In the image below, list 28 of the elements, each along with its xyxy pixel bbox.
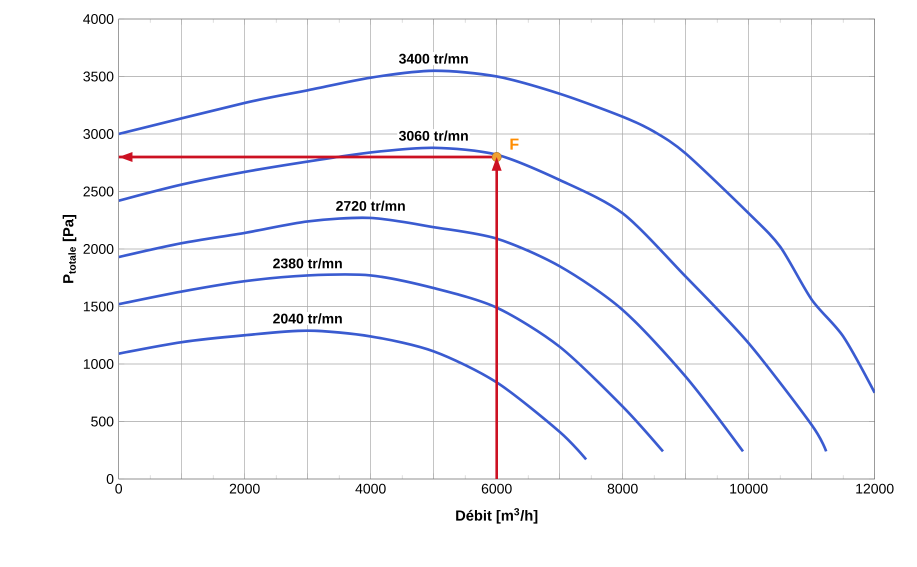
series-label: 2380 tr/mn xyxy=(273,258,342,268)
x-tick-label: 10000 xyxy=(730,484,768,494)
x-tick-label: 0 xyxy=(115,484,122,494)
line-series xyxy=(118,329,588,461)
x-tick-label: 6000 xyxy=(482,484,512,494)
y-tick-label: 3000 xyxy=(83,129,114,139)
annotation: F xyxy=(510,138,519,150)
x-tick-label: 12000 xyxy=(856,484,894,494)
y-tick-label: 2500 xyxy=(84,186,114,196)
x-tick-label: 8000 xyxy=(608,484,638,494)
y-tick-label: 1000 xyxy=(84,359,114,369)
y-tick-label: 4000 xyxy=(83,14,114,24)
line-series xyxy=(118,69,875,394)
y-axis-title: P$_{totale}$ [Pa] xyxy=(62,215,76,283)
line-series xyxy=(118,216,744,453)
y-tick-label: 2000 xyxy=(84,244,114,254)
y-tick-label: 1500 xyxy=(84,302,114,312)
y-tick-label: 500 xyxy=(91,416,114,426)
x-tick-label: 4000 xyxy=(355,484,386,494)
series-label: 2720 tr/mn xyxy=(336,200,405,211)
x-tick-label: 2000 xyxy=(230,484,260,494)
series-label: 3060 tr/mn xyxy=(398,130,468,141)
series-label: 2040 tr/mn xyxy=(273,313,342,324)
y-tick-label: 3500 xyxy=(83,72,114,82)
y-tick-label: 0 xyxy=(106,474,114,484)
x-axis-title: Débit [m$^{3}$/h] xyxy=(456,508,538,524)
series-label: 3400 tr/mn xyxy=(398,53,468,64)
line-series xyxy=(118,273,664,453)
